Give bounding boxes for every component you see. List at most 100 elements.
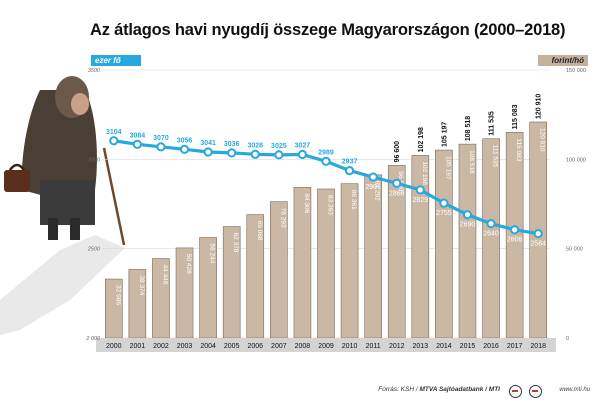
x-tick-label: 2007 bbox=[271, 343, 287, 350]
bar-top-label: 96 600 bbox=[394, 141, 401, 163]
line-value-label: 3084 bbox=[130, 132, 146, 139]
line-series bbox=[109, 136, 543, 239]
line-value-label: 3041 bbox=[200, 140, 216, 147]
line-point bbox=[368, 172, 378, 182]
line-value-label: 3056 bbox=[177, 137, 193, 144]
line-value-label: 2866 bbox=[389, 190, 405, 197]
x-tick-label: 2006 bbox=[247, 343, 263, 350]
line-point bbox=[227, 148, 237, 158]
bar-value-label: 56 244 bbox=[209, 244, 216, 264]
x-tick-label: 2017 bbox=[507, 343, 523, 350]
line-point bbox=[415, 185, 425, 195]
line-value-label: 2829 bbox=[413, 197, 429, 204]
website-link[interactable]: www.mti.hu bbox=[559, 387, 590, 393]
bar-value-label: 105 197 bbox=[444, 156, 451, 180]
bar-top-label: 111 535 bbox=[489, 111, 496, 136]
bar-top-label: 108 518 bbox=[465, 116, 472, 141]
bar bbox=[482, 138, 500, 339]
x-tick-label: 2008 bbox=[295, 343, 311, 350]
line-value-label: 2606 bbox=[507, 237, 523, 244]
bar-value-label: 69 068 bbox=[256, 221, 263, 241]
x-tick-label: 2001 bbox=[130, 343, 146, 350]
line-value-labels: 3104 3084 3070 3056 3041 3036 3028 3025 3027 2989… bbox=[106, 129, 546, 248]
x-tick-label: 2016 bbox=[483, 343, 499, 350]
left-axis-unit-label: ezer fő bbox=[91, 55, 141, 66]
right-axis-unit-label: forint/hó bbox=[538, 55, 588, 66]
line-point bbox=[486, 219, 496, 229]
line-value-label: 3025 bbox=[271, 143, 287, 150]
y-left-tick-label: 2500 bbox=[87, 247, 101, 253]
x-tick-label: 2014 bbox=[436, 343, 452, 350]
bar-value-label: 44 446 bbox=[161, 265, 168, 285]
bar-top-label: 102 198 bbox=[418, 127, 425, 152]
line-point bbox=[344, 165, 355, 176]
y-right-tick-label: 50 000 bbox=[566, 247, 583, 253]
axes: 2000 2001 2002 2003 2004 2005 2006 2007 2008 2009… bbox=[85, 68, 586, 352]
line-point bbox=[203, 147, 213, 157]
chart-title: Az átlagos havi nyugdíj összege Magyaror… bbox=[90, 21, 566, 39]
y-right-tick-label: 150 000 bbox=[566, 68, 586, 74]
line-point bbox=[439, 198, 449, 208]
x-tick-label: 2004 bbox=[200, 343, 216, 350]
bar-value-label: 32 986 bbox=[114, 285, 121, 305]
bar-value-label: 76 293 bbox=[279, 208, 286, 228]
line-point bbox=[392, 178, 402, 188]
line-point bbox=[533, 229, 543, 239]
bar-value-label: 111 535 bbox=[492, 145, 499, 168]
line-point bbox=[132, 139, 142, 149]
x-tick-label: 2018 bbox=[530, 343, 546, 350]
line-point bbox=[156, 142, 166, 152]
bar-value-label: 115 083 bbox=[515, 138, 522, 161]
line-value-label: 3104 bbox=[106, 129, 122, 136]
mtva-logo-icon bbox=[509, 385, 522, 398]
x-tick-label: 2002 bbox=[153, 343, 169, 350]
line-point bbox=[462, 210, 473, 220]
line-value-label: 3070 bbox=[153, 135, 169, 142]
line-value-label: 2989 bbox=[318, 149, 334, 156]
line-value-label: 3027 bbox=[295, 143, 311, 150]
line-value-label: 2937 bbox=[342, 159, 358, 166]
line-value-label: 2901 bbox=[365, 184, 381, 191]
y-right-tick-label: 100 000 bbox=[566, 157, 586, 163]
line-point bbox=[274, 150, 284, 160]
line-value-label: 3036 bbox=[224, 141, 240, 148]
bar-value-label: 120 910 bbox=[539, 128, 546, 152]
bar-value-label: 86 361 bbox=[350, 190, 357, 210]
x-tick-label: 2012 bbox=[389, 343, 405, 350]
x-tick-label: 2009 bbox=[318, 343, 334, 350]
x-tick-label: 2011 bbox=[366, 343, 381, 350]
footer: Forrás: KSH / MTVA Sajtóadatbank / MTI w… bbox=[0, 382, 600, 404]
x-tick-label: 2013 bbox=[413, 343, 429, 350]
bar-top-label: 105 197 bbox=[441, 122, 448, 147]
source-credit: Forrás: KSH / MTVA Sajtóadatbank / MTI bbox=[378, 386, 500, 393]
line-value-label: 3028 bbox=[247, 142, 263, 149]
line-value-label: 2584 bbox=[530, 241, 546, 248]
y-left-tick-label: 3500 bbox=[88, 68, 101, 74]
bar-value-label: 62 378 bbox=[232, 233, 239, 253]
line-point bbox=[510, 225, 520, 235]
source-prefix: Forrás: KSH / bbox=[378, 386, 418, 393]
bar-value-label: 38 374 bbox=[138, 275, 145, 295]
y-right-tick-label: 0 bbox=[566, 336, 569, 342]
x-tick-label: 2015 bbox=[460, 343, 476, 350]
bar-value-label: 83 393 bbox=[327, 195, 334, 215]
line-point bbox=[179, 144, 190, 154]
bar-value-label: 50 428 bbox=[185, 254, 192, 274]
elderly-woman-illustration bbox=[0, 76, 126, 335]
line-point bbox=[297, 149, 308, 160]
mti-logo-icon bbox=[529, 385, 542, 398]
line-point bbox=[250, 149, 260, 159]
x-tick-label: 2005 bbox=[224, 343, 240, 350]
bar-value-label: 84 306 bbox=[303, 193, 310, 213]
x-axis-band bbox=[96, 338, 556, 352]
source-bold: MTVA Sajtóadatbank / MTI bbox=[419, 386, 500, 393]
x-tick-label: 2003 bbox=[177, 343, 193, 350]
x-tick-label: 2000 bbox=[106, 343, 122, 350]
line-value-label: 2640 bbox=[483, 231, 499, 238]
y-left-tick-label: 3000 bbox=[88, 157, 101, 163]
y-left-tick-label: 2 000 bbox=[85, 336, 101, 342]
bar-value-label: 108 518 bbox=[468, 150, 475, 174]
bar-top-label: 120 910 bbox=[536, 94, 543, 119]
